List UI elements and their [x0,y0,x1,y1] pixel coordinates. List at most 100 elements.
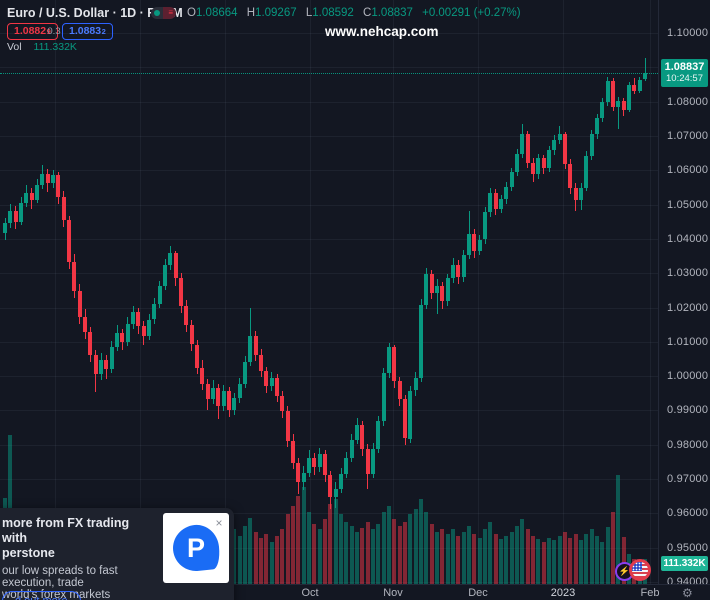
candle [643,72,647,79]
volume-bar [515,526,519,584]
candle [493,192,498,209]
low-label: L [305,7,313,19]
volume-bar [264,534,269,584]
volume-bar [232,529,237,584]
gridline-horizontal [0,273,658,275]
volume-bar [333,499,338,584]
candle [275,377,279,396]
current-price-line [0,72,658,74]
volume-bar [328,504,333,584]
chart-visibility-toggle[interactable]: ≡ [151,7,176,19]
candle [611,81,615,107]
candle [200,367,205,384]
candle [19,202,23,223]
settings-gear-icon[interactable]: ⚙ [682,586,693,600]
candle [67,219,71,263]
candle [189,325,194,345]
us-flag-icon[interactable] [629,559,651,581]
time-axis-label: Oct [301,587,319,599]
candle-wick [617,96,619,130]
price-scale[interactable]: 0.94000 0.95000 0.96000 0.97000 0.98000 0.990… [658,0,710,588]
candle [221,390,226,407]
candle [616,100,621,107]
candle [541,158,546,169]
symbol-title[interactable]: Euro / U.S. Dollar · 1D · FXCM [7,6,183,20]
volume-label: Vol [7,41,22,53]
candle [269,377,274,386]
price-scale-label: 1.07000 [667,129,709,142]
volume-bar [269,542,274,584]
gridline-horizontal [0,101,658,103]
candle-wick [644,58,646,82]
gridline-horizontal [0,238,658,240]
volume-bar [397,526,402,584]
candle [397,381,402,400]
volume-bar [413,509,418,584]
candle [291,440,295,463]
candle [168,253,173,265]
volume-bar [440,529,445,584]
price-scale-label: 1.01000 [667,335,709,348]
find-out-more-button[interactable]: d out more [2,591,81,600]
candle [376,421,381,449]
candle [173,253,178,279]
gridline-horizontal [0,170,658,172]
volume-bar [499,539,503,584]
volume-bar [387,506,391,584]
candle [536,158,541,175]
chart-canvas[interactable] [0,0,658,584]
candle [515,153,519,172]
spread-value: 0.3 [47,26,61,37]
candle [621,100,626,111]
volume-bar [403,522,407,584]
candle [35,184,39,201]
volume-bar [344,522,349,584]
candle [552,140,557,151]
volume-bar [483,529,487,584]
bar-countdown: 10:24:57 [666,73,703,84]
ad-close-icon[interactable]: × [215,516,223,530]
volume-bar [456,536,461,584]
candle [51,175,55,184]
buy-price-button[interactable]: 1.0883 2 [62,23,113,40]
gridline-horizontal [0,341,658,343]
volume-bar [467,526,471,584]
volume-bar [472,534,477,584]
high-value: 1.09267 [255,7,297,19]
candle [477,239,482,251]
candle [499,199,503,209]
candle [600,102,605,119]
candle [429,273,434,294]
candle [435,286,439,294]
site-watermark: www.nehcap.com [325,24,439,39]
volume-bar [563,532,567,584]
volume-bar [600,542,605,584]
volume-bar [584,534,589,584]
volume-bar [371,529,375,584]
candle [360,424,365,449]
volume-bar [579,540,583,584]
volume-bar [621,537,626,584]
volume-bar [392,519,397,584]
candle [141,326,146,336]
candle [8,210,13,224]
price-scale-label: 0.99000 [667,404,709,417]
price-scale-label: 1.03000 [667,267,709,280]
volume-bar [451,529,455,584]
volume-bar [435,532,439,584]
sell-price-button[interactable]: 1.0882 9 [7,23,58,40]
volume-bar [307,512,311,584]
candle [29,192,34,201]
volume-bar [248,518,253,584]
candle [557,134,562,140]
close-value: 1.08837 [371,7,413,19]
candle [227,390,231,410]
candle [605,81,610,103]
candle [40,173,45,185]
volume-bar [429,524,434,584]
gridline-horizontal [0,135,658,137]
candle [61,197,66,220]
volume-bar [381,512,386,584]
time-axis-label: 2023 [550,587,576,599]
volume-bar [477,538,482,584]
